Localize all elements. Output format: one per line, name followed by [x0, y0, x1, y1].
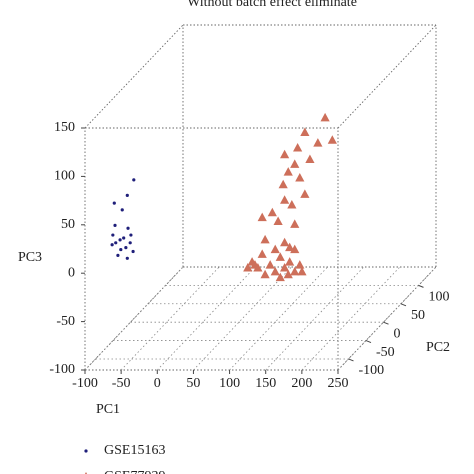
data-point — [250, 260, 260, 269]
y-tick — [383, 321, 389, 325]
box-edge — [337, 24, 437, 129]
y-tick — [400, 303, 407, 307]
x-tick-label: 0 — [154, 376, 161, 391]
data-point — [327, 135, 337, 144]
data-point — [122, 236, 126, 240]
data-point — [124, 246, 128, 250]
data-point — [257, 212, 267, 222]
data-point — [257, 249, 267, 258]
data-point — [112, 201, 116, 205]
y-tick — [365, 340, 372, 344]
y-tick-label: -100 — [359, 363, 385, 378]
z-tick-label: 150 — [54, 120, 75, 135]
data-point — [267, 207, 277, 217]
data-point — [125, 256, 129, 260]
y-tick-label: 100 — [429, 290, 450, 305]
z-axis-label: PC3 — [18, 250, 42, 265]
data-point — [280, 237, 290, 247]
data-point — [290, 266, 300, 276]
y-tick — [418, 284, 424, 288]
data-point — [128, 241, 132, 245]
data-point — [283, 167, 293, 176]
data-point — [116, 253, 120, 257]
grid-line — [120, 266, 220, 371]
data-point — [275, 272, 285, 282]
data-point — [285, 257, 295, 266]
data-point — [131, 249, 135, 254]
data-point — [293, 142, 303, 152]
legend-label: GSE77939 — [104, 469, 165, 474]
data-point — [270, 244, 280, 254]
data-point — [295, 172, 305, 182]
data-point — [132, 178, 136, 182]
chart-title: Without batch effect eliminate — [187, 0, 357, 10]
data-point — [305, 154, 315, 164]
legend-marker — [84, 449, 88, 453]
data-point — [313, 138, 323, 147]
data-point — [295, 260, 305, 269]
y-tick — [348, 358, 354, 362]
data-point — [120, 208, 124, 212]
data-point — [125, 193, 129, 197]
data-point — [280, 262, 290, 272]
data-point — [300, 189, 310, 198]
box-edge — [84, 266, 184, 371]
data-point — [285, 242, 295, 252]
data-point — [265, 260, 275, 269]
legend-label: GSE15163 — [104, 443, 165, 458]
data-point — [243, 262, 253, 272]
data-point — [290, 219, 300, 228]
z-tick-label: 0 — [68, 265, 75, 280]
x-tick-label: 100 — [219, 376, 240, 391]
data-point — [300, 127, 310, 136]
data-point — [260, 234, 270, 244]
y-tick-label: 50 — [411, 308, 425, 323]
data-point — [129, 233, 133, 237]
y-axis-label: PC2 — [426, 340, 450, 355]
data-point — [290, 159, 300, 168]
data-point — [320, 112, 330, 122]
box-edge — [337, 266, 437, 371]
data-point — [287, 200, 297, 209]
data-point — [275, 252, 285, 261]
y-tick-label: 0 — [394, 326, 401, 341]
x-tick-label: 200 — [291, 376, 312, 391]
grid-line — [229, 266, 328, 371]
data-point — [114, 241, 118, 245]
y-tick-label: -50 — [376, 345, 395, 360]
data-point — [270, 266, 280, 276]
x-axis-label: PC1 — [96, 402, 120, 417]
x-tick-label: 150 — [255, 376, 276, 391]
data-point — [273, 216, 283, 226]
data-point — [118, 238, 122, 242]
data-point — [297, 266, 307, 276]
z-tick-label: 100 — [54, 169, 75, 184]
data-point — [119, 247, 123, 252]
x-tick-label: 250 — [328, 376, 349, 391]
z-tick-label: 50 — [61, 217, 75, 232]
z-tick-label: -50 — [56, 314, 75, 329]
data-point — [113, 223, 117, 227]
grid-line — [193, 266, 292, 371]
box-edge — [84, 24, 184, 129]
data-point — [280, 195, 290, 204]
data-point — [280, 149, 290, 159]
grid-line — [156, 266, 256, 371]
x-tick-label: 50 — [186, 376, 200, 391]
x-tick-label: -50 — [112, 376, 131, 391]
data-point — [111, 233, 115, 237]
data-point — [126, 226, 130, 230]
data-point — [283, 269, 293, 279]
data-point — [260, 269, 270, 279]
grid-line — [265, 266, 365, 371]
data-point — [110, 243, 114, 247]
data-point — [278, 179, 288, 189]
z-tick-label: -100 — [49, 362, 75, 377]
x-tick-label: -100 — [72, 376, 98, 391]
